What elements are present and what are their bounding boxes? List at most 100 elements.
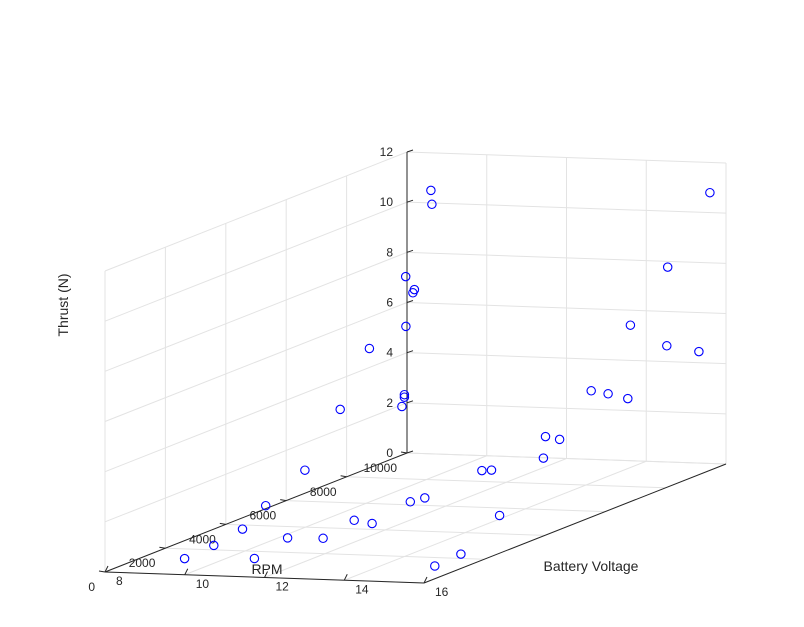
- data-point: [349, 515, 359, 526]
- data-point: [540, 431, 551, 442]
- x-tick-mark: [104, 565, 109, 573]
- data-point: [237, 524, 248, 534]
- data-point: [705, 187, 715, 198]
- y-tick-mark: [400, 451, 408, 454]
- grid-backwall-z: [406, 201, 727, 214]
- data-point: [456, 549, 466, 559]
- y-tick-label: 4000: [189, 532, 216, 546]
- data-point: [409, 284, 420, 295]
- grid-backwall-z: [406, 352, 727, 365]
- grid-backwall-z: [406, 402, 727, 415]
- x-tick-mark: [343, 574, 348, 581]
- data-point: [401, 321, 411, 332]
- grid-sidewall-z: [104, 402, 408, 523]
- grid-sidewall-z: [104, 251, 408, 372]
- z-tick-label: 6: [386, 296, 393, 310]
- grid-sidewall-z: [104, 352, 408, 473]
- data-point: [335, 404, 345, 415]
- z-tick-label: 10: [380, 195, 394, 209]
- data-point: [662, 341, 672, 351]
- data-point: [625, 320, 636, 330]
- x-axis-end-line: [423, 463, 727, 584]
- data-point: [249, 553, 260, 564]
- data-point: [420, 493, 430, 503]
- y-tick-mark: [280, 499, 287, 502]
- x-tick-mark: [264, 571, 268, 578]
- z-tick-label: 4: [386, 346, 393, 360]
- x-tick-label: 12: [276, 580, 290, 594]
- data-point: [209, 540, 219, 551]
- grid-sidewall-z: [104, 201, 408, 322]
- z-tick-mark: [406, 400, 414, 404]
- z-tick-mark: [406, 149, 414, 153]
- data-point: [554, 434, 565, 445]
- data-points: [179, 185, 715, 571]
- y-tick-mark: [159, 546, 166, 549]
- x-tick-label: 16: [435, 585, 449, 599]
- y-axis-label: RPM: [251, 561, 282, 577]
- data-point: [367, 518, 377, 529]
- data-point: [400, 271, 411, 282]
- data-point: [586, 386, 596, 396]
- z-tick-label: 0: [386, 446, 393, 460]
- y-tick-label: 8000: [310, 485, 337, 499]
- data-point: [623, 393, 633, 404]
- grid-sidewall-z: [104, 302, 408, 422]
- grid-sidewall-z: [104, 151, 408, 272]
- x-tick-label: 14: [355, 582, 369, 596]
- z-tick-mark: [406, 300, 414, 303]
- z-tick-mark: [406, 199, 414, 203]
- z-axis-label: Thrust (N): [55, 274, 71, 337]
- grid-floor-x: [344, 460, 647, 581]
- z-tick-mark: [406, 350, 414, 354]
- data-point: [662, 262, 673, 272]
- data-point: [427, 199, 437, 210]
- x-tick-mark: [423, 576, 428, 584]
- data-point: [426, 185, 436, 196]
- y-tick-mark: [98, 570, 106, 573]
- grid-floor-y: [225, 523, 545, 536]
- y-tick-label: 6000: [249, 509, 276, 523]
- grid-floor-y: [165, 547, 485, 560]
- grid-backwall-z: [406, 151, 727, 164]
- x-tick-label: 8: [116, 574, 123, 588]
- grid-floor-x: [184, 455, 487, 576]
- data-point: [399, 389, 410, 400]
- y-tick-mark: [340, 475, 347, 478]
- grid-floor-y: [346, 476, 666, 489]
- grid-backwall-z: [406, 302, 727, 314]
- grid-backwall-z: [406, 452, 727, 465]
- z-tick-mark: [406, 450, 414, 454]
- data-point: [300, 465, 310, 475]
- grid-floor-x: [264, 458, 567, 578]
- z-tick-label: 2: [386, 396, 393, 410]
- z-tick-label: 12: [380, 145, 394, 159]
- data-point: [430, 561, 440, 571]
- data-point: [494, 510, 505, 521]
- y-tick-label: 0: [88, 580, 95, 594]
- y-tick-label: 10000: [364, 461, 398, 475]
- data-point: [318, 533, 328, 544]
- data-point: [694, 346, 704, 357]
- data-point: [399, 392, 410, 402]
- data-point: [486, 465, 497, 475]
- x-axis-label: Battery Voltage: [544, 558, 639, 574]
- y-tick-label: 2000: [129, 556, 156, 570]
- x-tick-label: 10: [196, 577, 210, 591]
- data-point: [397, 401, 407, 412]
- y-axis-line: [104, 452, 408, 573]
- data-point: [538, 453, 549, 463]
- grid-floor-y: [286, 500, 606, 513]
- y-tick-mark: [219, 522, 226, 525]
- x-tick-mark: [184, 568, 189, 575]
- z-tick-mark: [406, 249, 414, 253]
- grid-backwall-z: [406, 251, 727, 264]
- data-point: [477, 465, 487, 476]
- data-point: [603, 389, 613, 399]
- axes-box: [98, 149, 727, 584]
- z-tick-label: 8: [386, 245, 393, 259]
- data-point: [179, 553, 190, 564]
